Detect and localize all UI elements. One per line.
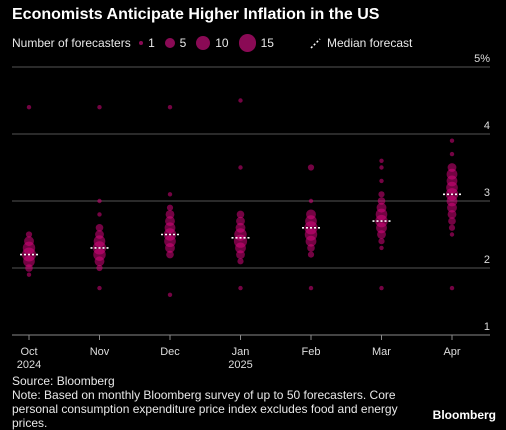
forecast-bubble — [238, 165, 243, 170]
forecast-bubble — [377, 230, 386, 239]
y-tick-label: 2 — [484, 254, 490, 266]
chart-footer: Source: Bloomberg Note: Based on monthly… — [12, 374, 412, 430]
x-tick-label: Dec — [160, 346, 180, 358]
forecast-bubble — [166, 250, 174, 259]
forecast-bubble — [308, 285, 314, 291]
legend-size-value: 15 — [260, 36, 274, 50]
forecast-bubble — [447, 210, 457, 219]
forecast-bubble — [449, 151, 455, 157]
x-tick-label-year: 2025 — [228, 359, 252, 370]
legend-size-items: 1 5 10 15 — [138, 34, 284, 52]
forecast-bubble — [449, 138, 455, 143]
forecast-bubble — [379, 245, 384, 251]
forecast-bubble — [236, 210, 245, 219]
forecast-bubble — [447, 202, 457, 213]
forecast-bubble — [165, 242, 175, 253]
forecast-bubble — [23, 255, 35, 268]
legend-median-label: Median forecast — [326, 36, 413, 50]
y-tick-label: 5% — [474, 53, 490, 65]
forecast-bubble — [378, 191, 385, 198]
forecast-bubble — [25, 231, 33, 238]
forecast-bubble — [379, 165, 384, 170]
legend-size-item: 5 — [164, 36, 187, 50]
y-tick-label: 4 — [484, 120, 490, 132]
forecast-bubble — [96, 264, 103, 272]
forecast-bubble — [165, 210, 175, 219]
forecast-bubble — [235, 242, 246, 254]
legend-size-item: 1 — [138, 36, 155, 50]
forecast-bubble — [307, 251, 315, 258]
forecast-bubble — [236, 250, 245, 259]
forecast-bubble — [448, 217, 456, 225]
legend-bubble-icon — [164, 38, 175, 48]
forecast-bubble — [26, 105, 32, 110]
legend-bubble-icon — [138, 40, 144, 46]
forecast-bubble — [97, 285, 102, 291]
y-tick-label: 1 — [484, 321, 490, 333]
forecast-bubble — [97, 212, 102, 217]
forecast-bubble — [379, 158, 384, 163]
forecast-bubble — [95, 223, 104, 232]
x-tick-label: Apr — [443, 346, 460, 358]
forecast-bubble — [167, 292, 173, 297]
chart-title: Economists Anticipate Higher Inflation i… — [12, 6, 380, 23]
source-text: Source: Bloomberg — [12, 374, 115, 388]
forecast-bubble — [97, 198, 102, 204]
x-tick-label: Nov — [90, 346, 110, 358]
forecast-bubble — [25, 264, 33, 272]
forecast-bubble — [377, 197, 386, 205]
forecast-bubble — [94, 256, 105, 267]
legend-size-item: 10 — [196, 36, 229, 50]
legend-size-value: 1 — [148, 36, 155, 50]
forecast-bubble — [26, 272, 32, 277]
x-tick-label: Oct — [20, 346, 37, 358]
note-text: Note: Based on monthly Bloomberg survey … — [12, 388, 398, 430]
forecast-bubble — [449, 232, 455, 237]
forecast-bubble — [238, 98, 243, 103]
forecast-bubble — [448, 224, 456, 231]
legend-bubble-icon — [238, 34, 256, 52]
forecast-bubble — [376, 222, 387, 234]
legend-size-label: Number of forecasters — [12, 36, 131, 50]
legend-size-value: 5 — [179, 36, 187, 50]
forecast-bubble — [166, 204, 174, 211]
forecast-bubble — [307, 164, 315, 171]
forecast-bubble — [305, 235, 317, 247]
forecast-bubble — [378, 238, 385, 245]
x-tick-label: Feb — [302, 346, 321, 358]
forecast-bubble — [167, 192, 173, 197]
forecast-bubble — [236, 216, 245, 226]
forecast-bubble — [379, 178, 384, 184]
legend-size-item: 15 — [238, 34, 274, 52]
y-tick-label: 3 — [484, 187, 490, 199]
forecast-bubble — [97, 105, 102, 110]
legend-bubble-icon — [196, 36, 211, 50]
forecast-bubble — [449, 285, 455, 291]
forecast-bubble — [237, 258, 244, 265]
x-tick-label: Mar — [372, 346, 391, 358]
forecast-bubble — [379, 285, 384, 291]
bloomberg-logo: Bloomberg — [432, 408, 496, 422]
x-tick-label: Jan — [232, 346, 250, 358]
legend-size-value: 10 — [215, 36, 229, 50]
forecast-bubble — [308, 198, 314, 204]
x-tick-label-year: 2024 — [17, 359, 41, 370]
forecast-bubble — [238, 285, 243, 291]
forecast-bubble — [167, 105, 173, 110]
legend: Number of forecasters 1 5 10 15 Median fore… — [12, 32, 412, 54]
forecast-bubble — [307, 244, 315, 252]
